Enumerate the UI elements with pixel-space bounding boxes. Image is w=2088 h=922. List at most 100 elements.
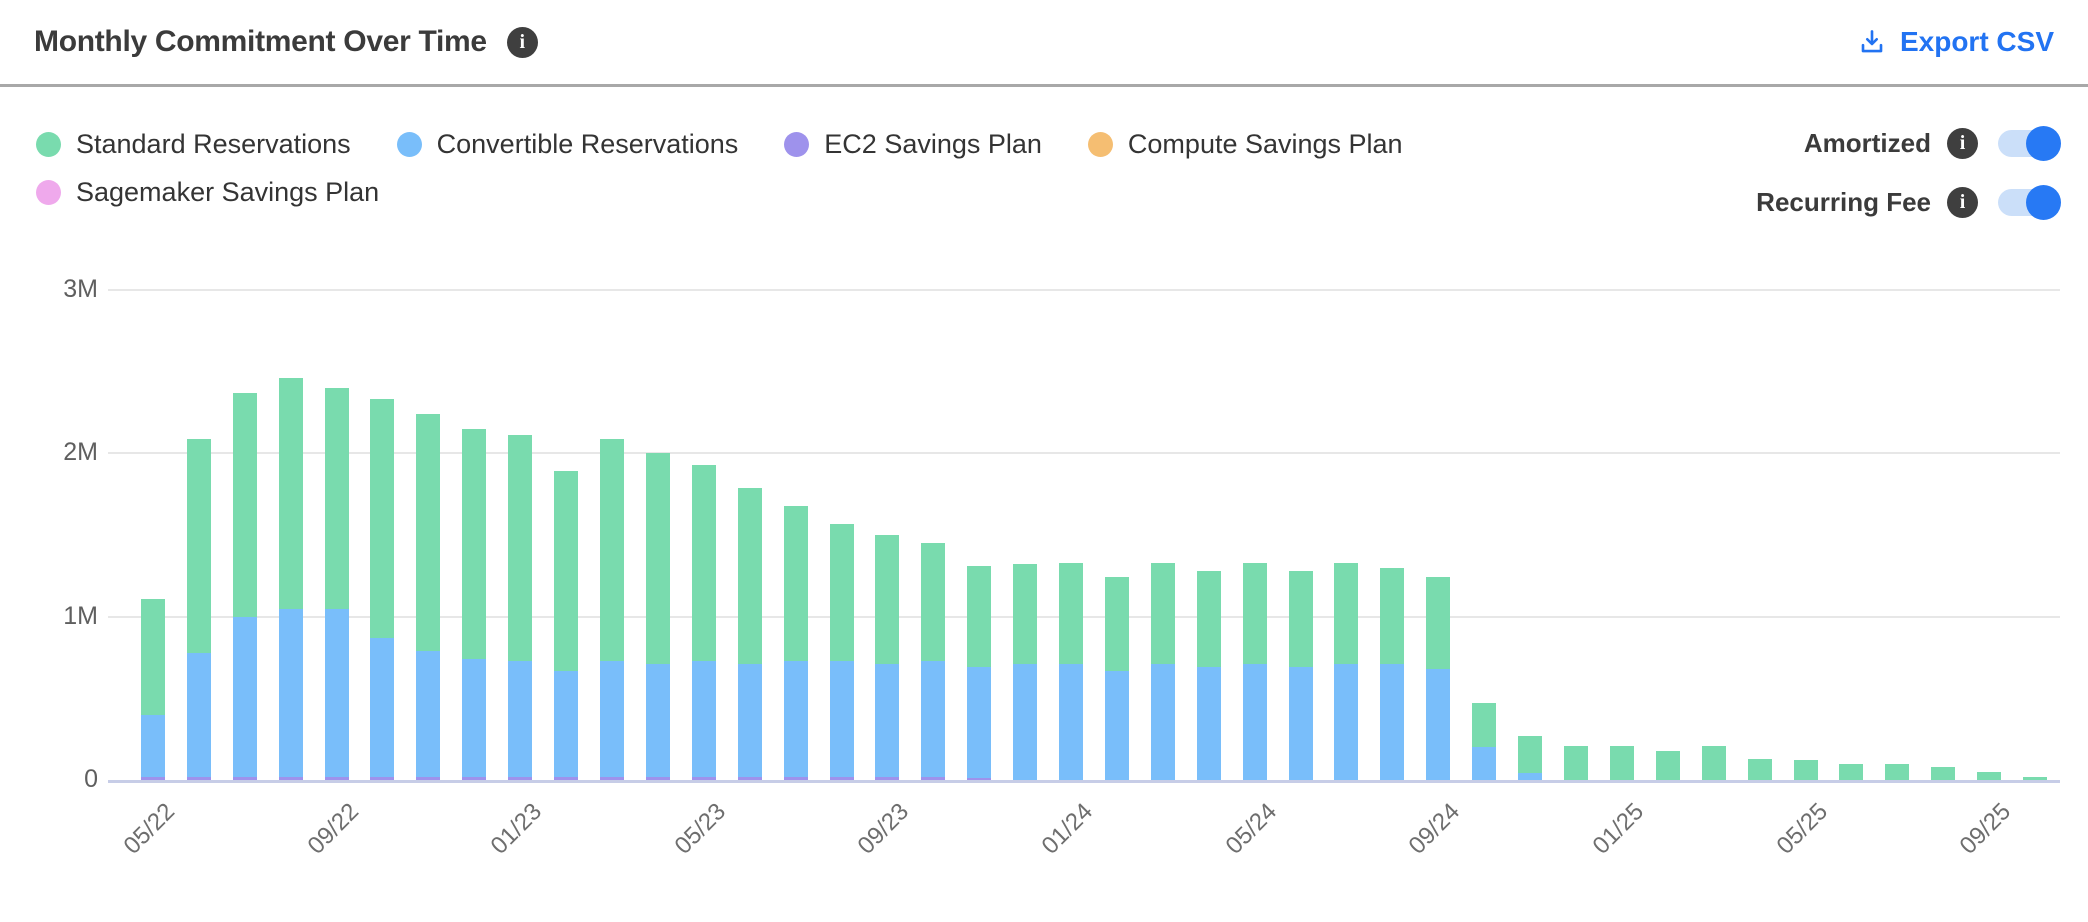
- bar-segment-standard-reservations[interactable]: [508, 435, 533, 661]
- legend-item-convertible-reservations[interactable]: Convertible Reservations: [396, 120, 738, 168]
- bar-segment-standard-reservations[interactable]: [2023, 776, 2048, 780]
- bar-segment-convertible-reservations[interactable]: [1288, 667, 1313, 780]
- bar-segment-standard-reservations[interactable]: [875, 535, 900, 665]
- bar-segment-standard-reservations[interactable]: [232, 392, 257, 617]
- bar-segment-convertible-reservations[interactable]: [645, 664, 670, 777]
- bar-segment-ec2-savings-plan[interactable]: [140, 776, 165, 780]
- bar-segment-convertible-reservations[interactable]: [829, 660, 854, 777]
- bar-segment-standard-reservations[interactable]: [462, 428, 487, 660]
- bar-segment-ec2-savings-plan[interactable]: [462, 776, 487, 780]
- bar-segment-ec2-savings-plan[interactable]: [829, 776, 854, 780]
- bar-segment-standard-reservations[interactable]: [1013, 564, 1038, 665]
- bar-segment-standard-reservations[interactable]: [1334, 562, 1359, 665]
- bar-segment-convertible-reservations[interactable]: [1242, 664, 1267, 780]
- legend-item-standard-reservations[interactable]: Standard Reservations: [36, 120, 351, 168]
- bar-segment-standard-reservations[interactable]: [1655, 750, 1680, 780]
- bar-segment-standard-reservations[interactable]: [1059, 562, 1084, 665]
- bar-segment-convertible-reservations[interactable]: [967, 667, 992, 779]
- bar-segment-standard-reservations[interactable]: [1426, 577, 1451, 669]
- bar-segment-standard-reservations[interactable]: [1150, 562, 1175, 665]
- bar-segment-standard-reservations[interactable]: [737, 487, 762, 665]
- bar-segment-convertible-reservations[interactable]: [1104, 670, 1129, 780]
- recurring-fee-info-icon[interactable]: i: [1947, 186, 1978, 218]
- bar-segment-standard-reservations[interactable]: [1931, 766, 1956, 780]
- bar-segment-standard-reservations[interactable]: [1472, 703, 1497, 748]
- bar-segment-standard-reservations[interactable]: [1564, 745, 1588, 780]
- bar-segment-convertible-reservations[interactable]: [186, 652, 211, 777]
- bar-segment-convertible-reservations[interactable]: [1334, 664, 1359, 780]
- bar-segment-standard-reservations[interactable]: [645, 453, 670, 665]
- bar-segment-standard-reservations[interactable]: [1793, 760, 1818, 780]
- bar-segment-standard-reservations[interactable]: [783, 505, 808, 661]
- bar-segment-ec2-savings-plan[interactable]: [875, 776, 900, 780]
- bar-segment-ec2-savings-plan[interactable]: [186, 776, 211, 780]
- bar-segment-convertible-reservations[interactable]: [1518, 773, 1543, 780]
- bar-segment-ec2-savings-plan[interactable]: [324, 776, 349, 780]
- bar-segment-ec2-savings-plan[interactable]: [508, 776, 533, 780]
- bar-segment-convertible-reservations[interactable]: [783, 660, 808, 777]
- bar-segment-convertible-reservations[interactable]: [1150, 664, 1175, 780]
- export-csv-button[interactable]: Export CSV: [1857, 26, 2054, 58]
- bar-segment-convertible-reservations[interactable]: [600, 660, 624, 777]
- bar-segment-standard-reservations[interactable]: [1104, 577, 1129, 671]
- bar-segment-standard-reservations[interactable]: [600, 438, 624, 661]
- bar-segment-standard-reservations[interactable]: [278, 378, 303, 609]
- bar-segment-standard-reservations[interactable]: [324, 388, 349, 609]
- bar-segment-convertible-reservations[interactable]: [324, 608, 349, 777]
- legend-item-compute-savings-plan[interactable]: Compute Savings Plan: [1087, 120, 1403, 168]
- bar-segment-standard-reservations[interactable]: [1977, 771, 2002, 780]
- bar-segment-convertible-reservations[interactable]: [737, 664, 762, 777]
- bar-segment-ec2-savings-plan[interactable]: [737, 776, 762, 780]
- bar-segment-convertible-reservations[interactable]: [1380, 664, 1405, 780]
- bar-segment-standard-reservations[interactable]: [1518, 735, 1543, 774]
- bar-segment-convertible-reservations[interactable]: [1426, 668, 1451, 780]
- bar-segment-standard-reservations[interactable]: [1839, 763, 1864, 780]
- amortized-info-icon[interactable]: i: [1947, 127, 1978, 159]
- bar-segment-standard-reservations[interactable]: [967, 566, 992, 668]
- bar-segment-standard-reservations[interactable]: [1196, 570, 1221, 668]
- bar-segment-convertible-reservations[interactable]: [1472, 747, 1497, 780]
- bar-segment-convertible-reservations[interactable]: [691, 660, 716, 777]
- bar-segment-convertible-reservations[interactable]: [1013, 664, 1038, 780]
- legend-item-sagemaker-savings-plan[interactable]: Sagemaker Savings Plan: [36, 168, 379, 216]
- title-info-icon[interactable]: i: [506, 26, 538, 58]
- bar-segment-standard-reservations[interactable]: [1747, 758, 1772, 780]
- bar-segment-convertible-reservations[interactable]: [462, 659, 487, 777]
- bar-segment-standard-reservations[interactable]: [554, 471, 579, 671]
- bar-segment-convertible-reservations[interactable]: [921, 660, 946, 777]
- bar-segment-convertible-reservations[interactable]: [140, 714, 165, 777]
- bar-segment-ec2-savings-plan[interactable]: [691, 776, 716, 780]
- bar-segment-standard-reservations[interactable]: [416, 414, 441, 651]
- bar-segment-ec2-savings-plan[interactable]: [967, 778, 992, 780]
- bar-segment-standard-reservations[interactable]: [186, 438, 211, 653]
- bar-segment-standard-reservations[interactable]: [140, 598, 165, 715]
- bar-segment-ec2-savings-plan[interactable]: [554, 776, 579, 780]
- bar-segment-standard-reservations[interactable]: [1288, 570, 1313, 668]
- bar-segment-standard-reservations[interactable]: [1701, 745, 1726, 780]
- bar-segment-convertible-reservations[interactable]: [278, 608, 303, 777]
- bar-segment-standard-reservations[interactable]: [921, 543, 946, 661]
- bar-segment-ec2-savings-plan[interactable]: [370, 776, 395, 780]
- recurring-fee-toggle[interactable]: [1998, 184, 2061, 220]
- legend-item-ec2-savings-plan[interactable]: EC2 Savings Plan: [784, 120, 1042, 168]
- bar-segment-convertible-reservations[interactable]: [554, 670, 579, 777]
- bar-segment-ec2-savings-plan[interactable]: [645, 776, 670, 780]
- bar-segment-convertible-reservations[interactable]: [416, 650, 441, 777]
- bar-segment-standard-reservations[interactable]: [370, 399, 395, 638]
- bar-segment-standard-reservations[interactable]: [691, 464, 716, 661]
- amortized-toggle[interactable]: [1998, 125, 2061, 161]
- bar-segment-convertible-reservations[interactable]: [875, 664, 900, 777]
- bar-segment-convertible-reservations[interactable]: [1059, 664, 1084, 780]
- bar-segment-convertible-reservations[interactable]: [232, 616, 257, 777]
- bar-segment-convertible-reservations[interactable]: [508, 660, 533, 777]
- bar-segment-ec2-savings-plan[interactable]: [921, 776, 946, 780]
- bar-segment-standard-reservations[interactable]: [1242, 562, 1267, 665]
- bar-segment-standard-reservations[interactable]: [1609, 745, 1634, 780]
- bar-segment-ec2-savings-plan[interactable]: [416, 776, 441, 780]
- bar-segment-ec2-savings-plan[interactable]: [783, 776, 808, 780]
- bar-segment-convertible-reservations[interactable]: [370, 637, 395, 777]
- bar-segment-ec2-savings-plan[interactable]: [278, 776, 303, 780]
- bar-segment-ec2-savings-plan[interactable]: [600, 776, 624, 780]
- bar-segment-ec2-savings-plan[interactable]: [232, 776, 257, 780]
- bar-segment-standard-reservations[interactable]: [1885, 763, 1910, 780]
